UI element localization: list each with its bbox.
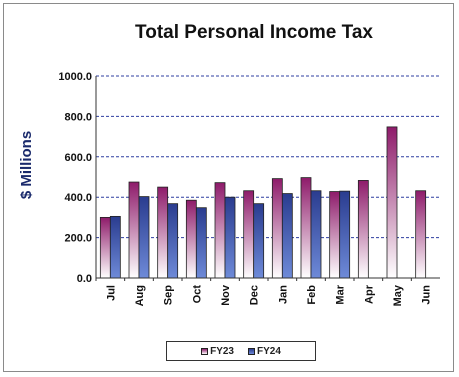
bar-fy23-feb xyxy=(300,177,312,279)
legend-label-fy23: FY23 xyxy=(210,345,234,357)
x-tick-label: Jul xyxy=(105,285,117,301)
x-tick-label: Oct xyxy=(191,285,203,304)
chart-frame xyxy=(3,3,454,372)
x-tick-label: Feb xyxy=(306,285,318,305)
bar-fy23-mar xyxy=(329,191,341,279)
x-tick-label: Jun xyxy=(421,285,433,305)
bar-fy24-mar xyxy=(339,190,351,279)
bar-fy23-oct xyxy=(185,199,197,279)
x-tick-label: May xyxy=(392,284,404,306)
y-tick-label: 600.0 xyxy=(64,152,92,164)
x-tick-label: Dec xyxy=(249,285,261,305)
y-tick-label: 400.0 xyxy=(64,192,92,204)
x-tick-label: Nov xyxy=(220,284,232,306)
bar-fy24-feb xyxy=(310,190,322,279)
y-tick-label: 200.0 xyxy=(64,233,92,245)
y-tick-label: 1000.0 xyxy=(58,71,92,83)
x-tick-label: Apr xyxy=(363,284,375,304)
bar-fy23-sep xyxy=(157,186,169,279)
x-tick-label: Mar xyxy=(335,284,347,304)
bar-fy24-oct xyxy=(195,207,207,279)
y-tick-label: 0.0 xyxy=(77,273,92,285)
bar-fy23-apr xyxy=(357,180,369,279)
bar-fy24-jan xyxy=(281,193,293,279)
legend-item-fy24: FY24 xyxy=(248,346,281,357)
bar-fy24-jul xyxy=(109,215,121,279)
y-tick-label: 800.0 xyxy=(64,111,92,123)
legend-item-fy23: FY23 xyxy=(201,346,234,357)
x-tick-label: Aug xyxy=(134,285,146,306)
bar-fy24-nov xyxy=(224,196,236,279)
bar-fy24-dec xyxy=(253,203,265,279)
x-tick-label: Jan xyxy=(277,285,289,304)
y-axis-label: $ Millions xyxy=(18,131,35,199)
bar-fy23-jan xyxy=(271,178,283,279)
bar-fy23-may xyxy=(386,126,398,279)
bar-fy23-nov xyxy=(214,182,226,279)
x-tick-labels: Jul Aug Sep Oct Nov Dec Jan Feb Mar Apr May Jun xyxy=(105,284,432,306)
bar-fy23-jun xyxy=(415,190,427,279)
chart-title: Total Personal Income Tax xyxy=(135,22,373,43)
legend-label-fy24: FY24 xyxy=(257,345,281,357)
axes xyxy=(95,76,440,281)
bar-fy24-sep xyxy=(167,203,179,279)
grid-lines xyxy=(96,75,440,239)
bar-fy24-aug xyxy=(138,196,150,279)
bar-fy23-jul xyxy=(99,216,111,279)
legend-swatch-fy24 xyxy=(248,347,255,355)
bar-fy23-aug xyxy=(128,181,140,279)
y-tick-labels: 0.0 200.0 400.0 600.0 800.0 1000.0 xyxy=(58,71,92,285)
bar-fy23-dec xyxy=(243,190,255,279)
bars xyxy=(99,126,427,279)
x-tick-label: Sep xyxy=(163,285,175,305)
legend-swatch-fy23 xyxy=(201,347,209,355)
legend: FY23 FY24 xyxy=(166,341,316,361)
